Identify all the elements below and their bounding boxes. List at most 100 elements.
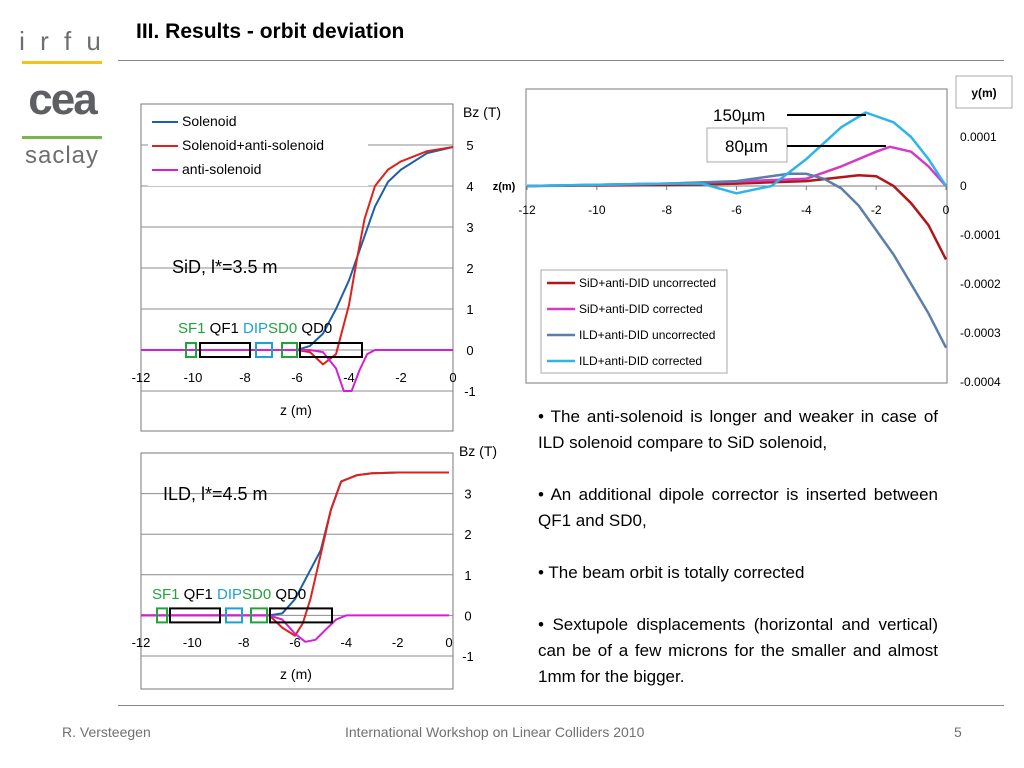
magnet-box bbox=[281, 342, 298, 358]
y-tick-label: -0.0002 bbox=[960, 277, 1001, 291]
series-line-3 bbox=[526, 172, 948, 349]
legend-label: Solenoid+anti-solenoid bbox=[182, 137, 324, 153]
y-tick-label: -0.0001 bbox=[960, 228, 1001, 242]
y-tick-label: 2 bbox=[466, 261, 473, 276]
bullet-3: • The beam orbit is totally corrected bbox=[538, 563, 805, 582]
slide-title: III. Results - orbit deviation bbox=[136, 20, 405, 43]
magnet-label-dip: DIP bbox=[239, 320, 268, 337]
magnet-labels: SF1 QF1 DIPSD0 QD0 bbox=[178, 320, 332, 337]
y-tick-label: 0 bbox=[466, 343, 473, 358]
magnet-box bbox=[199, 342, 251, 358]
magnet-box bbox=[269, 607, 333, 624]
bullet-1: • The anti-solenoid is longer and weaker… bbox=[538, 407, 938, 452]
magnet-box bbox=[185, 342, 197, 358]
y-tick-label: 3 bbox=[464, 487, 471, 502]
magnet-box bbox=[250, 607, 268, 624]
x-tick-label: -12 bbox=[132, 635, 151, 650]
x-tick-label: -8 bbox=[239, 370, 251, 385]
x-tick-label: -6 bbox=[291, 370, 303, 385]
x-tick-label: -6 bbox=[731, 203, 742, 217]
title-rule bbox=[118, 60, 1004, 61]
footer-event: International Workshop on Linear Collide… bbox=[345, 724, 645, 740]
magnet-box bbox=[225, 607, 243, 624]
x-tick-label: -2 bbox=[871, 203, 882, 217]
series-line-4 bbox=[526, 111, 948, 195]
legend-box bbox=[540, 269, 728, 374]
y-tick-label: 1 bbox=[466, 302, 473, 317]
y-tick-label: 4 bbox=[466, 179, 473, 194]
y-tick-label: -1 bbox=[462, 649, 474, 664]
x-tick-label: -4 bbox=[341, 635, 353, 650]
magnet-labels: SF1 QF1 DIPSD0 QD0 bbox=[152, 586, 306, 603]
x-axis-label: z(m) bbox=[493, 181, 516, 193]
y-tick-label: 2 bbox=[464, 527, 471, 542]
legend-label: SiD+anti-DID uncorrected bbox=[579, 276, 716, 290]
x-tick-label: 0 bbox=[449, 370, 456, 385]
y-label-box bbox=[955, 75, 1013, 109]
logo-saclay: saclay bbox=[24, 142, 100, 169]
bullet-list: • The anti-solenoid is longer and weaker… bbox=[538, 404, 938, 716]
series-line-2 bbox=[141, 146, 454, 366]
magnet-label-qf1: QF1 bbox=[206, 320, 239, 337]
magnet-box bbox=[169, 607, 221, 624]
y-tick-label: -0.0004 bbox=[960, 375, 1001, 389]
x-tick-label: -2 bbox=[395, 370, 407, 385]
page-number: 5 bbox=[954, 724, 962, 740]
y-tick-label: 0 bbox=[464, 608, 471, 623]
legend-label: Solenoid bbox=[182, 113, 237, 129]
panel-annotation: SiD, l*=3.5 m bbox=[172, 257, 278, 277]
legend-label: SiD+anti-DID corrected bbox=[579, 302, 703, 316]
bullet-2: • An additional dipole corrector is inse… bbox=[538, 485, 938, 530]
legend-label: ILD+anti-DID corrected bbox=[579, 354, 702, 368]
logo-green-bar bbox=[22, 136, 102, 139]
x-axis-label: z (m) bbox=[280, 666, 312, 682]
legend-label: anti-solenoid bbox=[182, 161, 261, 177]
magnet-label-qd0: QD0 bbox=[297, 320, 332, 337]
x-tick-label: -4 bbox=[343, 370, 355, 385]
series-line-2 bbox=[141, 471, 449, 637]
y-tick-label: 0.0001 bbox=[960, 130, 997, 144]
y-tick-label: -0.0003 bbox=[960, 326, 1001, 340]
x-tick-label: -6 bbox=[289, 635, 301, 650]
magnet-label-sf1: SF1 bbox=[152, 586, 180, 603]
magnet-label-sd0: SD0 bbox=[268, 320, 297, 337]
series-line-3 bbox=[141, 349, 453, 392]
y-tick-label: 5 bbox=[466, 138, 473, 153]
y-tick-label: -1 bbox=[464, 384, 476, 399]
orbit-deviation-chart: -12 -10 -8 -6 -4 -2 0 0.0001 0 -0.0001 -0.0002 -0.0… bbox=[493, 75, 1013, 389]
x-tick-label: 0 bbox=[445, 635, 452, 650]
x-tick-label: -10 bbox=[588, 203, 606, 217]
x-tick-label: -4 bbox=[801, 203, 812, 217]
series-line-3 bbox=[141, 614, 449, 643]
x-tick-label: -10 bbox=[183, 635, 202, 650]
x-tick-label: -8 bbox=[661, 203, 672, 217]
annotation-80um: 80µm bbox=[725, 137, 768, 156]
magnet-label-qf1: QF1 bbox=[180, 586, 213, 603]
y-axis-label: Bz (T) bbox=[459, 443, 497, 459]
bullet-4: • Sextupole displacements (horizontal an… bbox=[538, 615, 938, 686]
magnet-label-sf1: SF1 bbox=[178, 320, 206, 337]
y-tick-label: 3 bbox=[466, 220, 473, 235]
x-axis-label: z (m) bbox=[280, 402, 312, 418]
x-tick-label: -12 bbox=[518, 203, 536, 217]
x-tick-label: -10 bbox=[184, 370, 203, 385]
panel-annotation: ILD, l*=4.5 m bbox=[163, 484, 268, 504]
y-tick-label: 1 bbox=[464, 568, 471, 583]
ild-bz-chart: 3 2 1 0 -1 -12 -10 -8 -6 -4 -2 0 Bz (T) z (m) ILD, l*=… bbox=[132, 443, 497, 690]
legend-label: ILD+anti-DID uncorrected bbox=[579, 328, 715, 342]
x-tick-label: 0 bbox=[943, 203, 950, 217]
footer-author: R. Versteegen bbox=[62, 724, 151, 740]
magnet-box bbox=[299, 342, 363, 358]
magnet-label-qd0: QD0 bbox=[271, 586, 306, 603]
x-tick-label: -2 bbox=[392, 635, 404, 650]
magnet-label-sd0: SD0 bbox=[242, 586, 271, 603]
logo-irfu: i r f u bbox=[19, 26, 105, 56]
magnet-box bbox=[255, 342, 273, 358]
magnet-label-dip: DIP bbox=[213, 586, 242, 603]
legend-box bbox=[148, 114, 368, 186]
x-tick-label: -12 bbox=[132, 370, 151, 385]
plot-frame bbox=[140, 452, 454, 690]
x-tick-label: -8 bbox=[238, 635, 250, 650]
logo-yellow-bar bbox=[22, 61, 102, 64]
y-axis-label: Bz (T) bbox=[463, 104, 501, 120]
